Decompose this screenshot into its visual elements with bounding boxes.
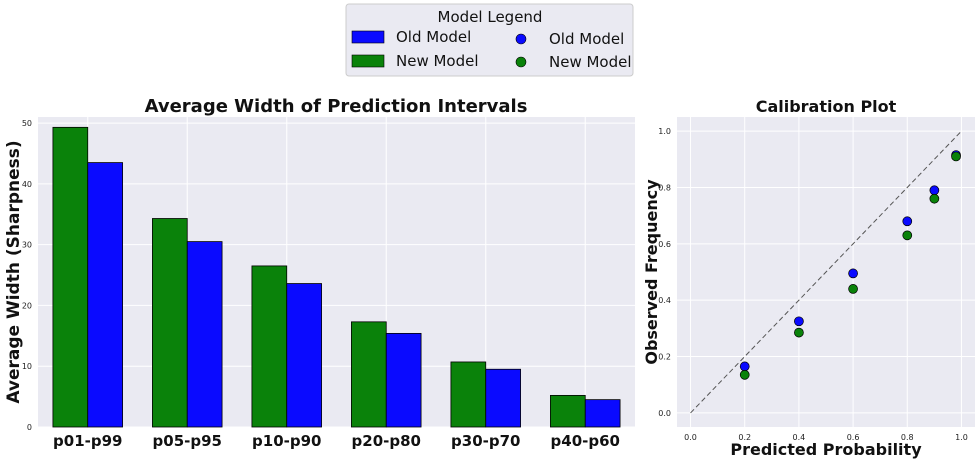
calibration-y-tick-label: 0.0 bbox=[658, 409, 671, 418]
calibration-x-ticks: 0.0 0.2 0.4 0.6 0.8 1.0 bbox=[684, 433, 968, 442]
bar-old-model bbox=[385, 332, 422, 428]
bar-y-ticks: 0 10 20 30 40 50 bbox=[22, 119, 32, 432]
legend: Model Legend Old Model New Model Old Mod… bbox=[345, 3, 634, 77]
bar-marks bbox=[52, 126, 621, 428]
calibration-point-old-model bbox=[902, 216, 913, 227]
bar-category-label: p05-p95 bbox=[153, 432, 222, 450]
calibration-x-tick-label: 0.4 bbox=[793, 433, 806, 442]
calibration-point-old-model bbox=[929, 185, 940, 196]
bar-chart: 0 10 20 30 40 50 p01-p99 p05-p95 p10-p90 p20-p80… bbox=[4, 96, 635, 450]
bar-category-label: p01-p99 bbox=[53, 432, 122, 450]
legend-box bbox=[345, 3, 634, 77]
calibration-point-new-model bbox=[848, 284, 858, 294]
calibration-x-tick-label: 0.2 bbox=[738, 433, 751, 442]
calibration-chart: 0.0 0.2 0.4 0.6 0.8 1.0 0.0 0.2 0.4 0.6 0.8 1.0 Ca… bbox=[642, 97, 975, 459]
bar-chart-title: Average Width of Prediction Intervals bbox=[145, 96, 528, 117]
calibration-point-new-model bbox=[951, 151, 961, 162]
bar-new-model bbox=[450, 361, 487, 428]
bar-new-model bbox=[152, 218, 188, 428]
bar-y-tick-label: 0 bbox=[27, 423, 32, 432]
bar-category-label: p30-p70 bbox=[451, 432, 520, 450]
legend-label-new-bar: New Model bbox=[396, 52, 479, 70]
bar-new-model bbox=[251, 265, 288, 428]
bar-old-model bbox=[87, 162, 123, 428]
calibration-point-new-model bbox=[929, 193, 940, 204]
calibration-x-tick-label: 1.0 bbox=[955, 433, 968, 442]
calibration-y-tick-label: 0.4 bbox=[658, 296, 671, 305]
bar-old-model bbox=[186, 241, 223, 428]
bar-x-ticks: p01-p99 p05-p95 p10-p90 p20-p80 p30-p70 p40-p… bbox=[53, 432, 620, 450]
bar-y-tick-label: 50 bbox=[22, 119, 32, 128]
calibration-gridlines bbox=[677, 117, 975, 427]
calibration-x-axis-label: Predicted Probability bbox=[730, 440, 922, 459]
bar-old-model bbox=[584, 399, 621, 428]
calibration-reference-line bbox=[690, 130, 962, 414]
bar-y-tick-label: 20 bbox=[22, 301, 32, 310]
legend-swatch-old-bar bbox=[351, 30, 385, 44]
calibration-point-new-model bbox=[794, 327, 804, 338]
bar-plot-area bbox=[38, 117, 635, 427]
bar-new-model bbox=[351, 321, 387, 428]
calibration-y-tick-label: 0.8 bbox=[658, 183, 671, 192]
calibration-chart-title: Calibration Plot bbox=[756, 97, 897, 116]
calibration-x-tick-label: 0.8 bbox=[901, 433, 914, 442]
legend-marker-old-point bbox=[515, 33, 527, 45]
bar-old-model bbox=[286, 283, 322, 428]
legend-label-old-point: Old Model bbox=[549, 30, 624, 48]
calibration-point-old-model bbox=[794, 316, 804, 327]
bar-y-tick-label: 40 bbox=[22, 180, 32, 189]
calibration-x-tick-label: 0.6 bbox=[847, 433, 860, 442]
legend-label-new-point: New Model bbox=[549, 53, 632, 71]
bar-category-label: p10-p90 bbox=[252, 432, 321, 450]
calibration-y-tick-label: 0.2 bbox=[658, 353, 671, 362]
bar-old-model bbox=[485, 368, 521, 428]
calibration-y-tick-label: 1.0 bbox=[658, 127, 671, 136]
calibration-point-old-model bbox=[848, 268, 858, 279]
legend-marker-new-point bbox=[515, 56, 527, 68]
calibration-y-tick-label: 0.6 bbox=[658, 240, 671, 249]
legend-label-old-bar: Old Model bbox=[396, 28, 471, 46]
bar-category-label: p20-p80 bbox=[352, 432, 421, 450]
bar-y-tick-label: 30 bbox=[22, 241, 32, 250]
calibration-points bbox=[739, 150, 961, 380]
bar-category-label: p40-p60 bbox=[551, 432, 620, 450]
legend-swatch-new-bar bbox=[351, 54, 385, 68]
calibration-point-new-model bbox=[739, 370, 750, 380]
bar-new-model bbox=[550, 394, 586, 428]
calibration-point-old-model bbox=[739, 361, 750, 372]
calibration-y-ticks: 0.0 0.2 0.4 0.6 0.8 1.0 bbox=[658, 127, 671, 418]
calibration-point-new-model bbox=[902, 230, 913, 241]
bar-y-tick-label: 10 bbox=[22, 362, 32, 371]
calibration-y-axis-label: Observed Frequency bbox=[642, 179, 661, 365]
legend-title: Model Legend bbox=[438, 8, 543, 26]
calibration-x-tick-label: 0.0 bbox=[684, 433, 697, 442]
bar-y-axis-label: Average Width (Sharpness) bbox=[4, 140, 24, 403]
bar-new-model bbox=[52, 126, 89, 428]
